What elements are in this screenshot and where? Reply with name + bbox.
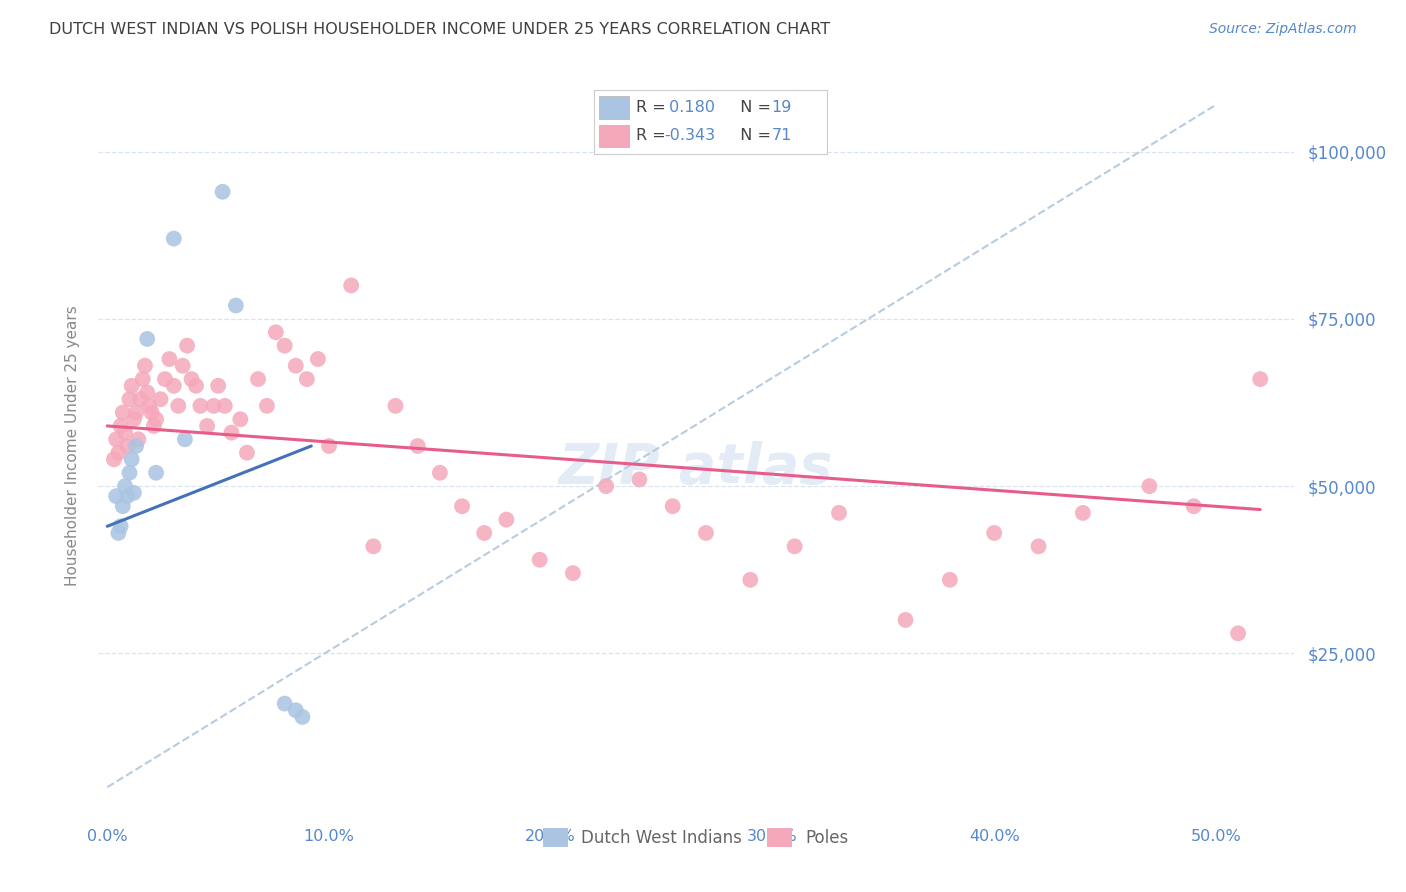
Point xyxy=(107,446,129,460)
Point xyxy=(138,399,160,413)
Point xyxy=(406,439,429,453)
Point xyxy=(384,399,406,413)
Point xyxy=(307,351,329,366)
Point xyxy=(211,185,233,199)
Point xyxy=(451,500,474,514)
Point xyxy=(174,433,197,447)
Text: ZIP atlas: ZIP atlas xyxy=(558,442,834,495)
Point xyxy=(176,338,198,352)
Point xyxy=(894,613,917,627)
Point xyxy=(939,573,962,587)
Point xyxy=(110,519,132,533)
Point xyxy=(172,359,194,373)
Point xyxy=(103,452,125,467)
Point xyxy=(111,405,134,420)
Point xyxy=(1071,506,1094,520)
Point xyxy=(207,378,229,392)
Point xyxy=(125,439,148,453)
Point xyxy=(291,710,314,724)
Y-axis label: Householder Income Under 25 years: Householder Income Under 25 years xyxy=(65,306,80,586)
Point xyxy=(529,552,551,567)
Point xyxy=(1028,539,1050,553)
Point xyxy=(111,500,134,514)
Point xyxy=(202,399,225,413)
Point xyxy=(195,419,218,434)
Point xyxy=(117,489,139,503)
Point xyxy=(190,399,212,413)
Point xyxy=(295,372,318,386)
Legend: Dutch West Indians, Poles: Dutch West Indians, Poles xyxy=(537,821,855,854)
Point xyxy=(273,697,295,711)
Point xyxy=(247,372,270,386)
Point xyxy=(163,378,186,392)
Point xyxy=(118,466,141,480)
Point xyxy=(153,372,176,386)
Point xyxy=(163,231,186,245)
Point xyxy=(107,526,129,541)
Point xyxy=(184,378,207,392)
Point xyxy=(141,405,163,420)
Point xyxy=(264,325,287,339)
Point xyxy=(122,412,145,426)
Point xyxy=(229,412,252,426)
Point xyxy=(136,385,159,400)
Point xyxy=(225,298,247,313)
Point xyxy=(983,526,1005,541)
Point xyxy=(157,351,180,366)
Point xyxy=(340,278,363,293)
Point xyxy=(472,526,495,541)
Point xyxy=(740,573,762,587)
Point xyxy=(117,439,139,453)
Point xyxy=(495,512,517,526)
Point xyxy=(180,372,202,386)
Point xyxy=(114,425,136,440)
Point xyxy=(783,539,806,553)
Point xyxy=(167,399,190,413)
Point xyxy=(129,392,152,407)
Point xyxy=(110,419,132,434)
Point xyxy=(273,338,295,352)
Point xyxy=(105,433,128,447)
Point xyxy=(121,378,143,392)
Point xyxy=(114,479,136,493)
Point xyxy=(125,405,148,420)
Point xyxy=(1137,479,1160,493)
Point xyxy=(1249,372,1271,386)
Point xyxy=(134,359,156,373)
Point xyxy=(363,539,385,553)
Point xyxy=(695,526,717,541)
Point xyxy=(256,399,278,413)
Point xyxy=(284,703,307,717)
Point xyxy=(118,392,141,407)
Point xyxy=(122,485,145,500)
Point xyxy=(221,425,243,440)
Point xyxy=(561,566,583,581)
Point xyxy=(145,466,167,480)
Text: Source: ZipAtlas.com: Source: ZipAtlas.com xyxy=(1209,22,1357,37)
Point xyxy=(142,419,165,434)
Point xyxy=(1227,626,1250,640)
Point xyxy=(595,479,617,493)
Point xyxy=(236,446,259,460)
Point xyxy=(136,332,159,346)
Point xyxy=(1182,500,1205,514)
Point xyxy=(132,372,155,386)
Point xyxy=(429,466,451,480)
Point xyxy=(284,359,307,373)
Point xyxy=(121,452,143,467)
Point xyxy=(828,506,851,520)
Text: DUTCH WEST INDIAN VS POLISH HOUSEHOLDER INCOME UNDER 25 YEARS CORRELATION CHART: DUTCH WEST INDIAN VS POLISH HOUSEHOLDER … xyxy=(49,22,831,37)
Point xyxy=(149,392,172,407)
Point xyxy=(318,439,340,453)
Point xyxy=(628,473,651,487)
Point xyxy=(661,500,683,514)
Point xyxy=(127,433,149,447)
Point xyxy=(105,489,128,503)
Point xyxy=(214,399,236,413)
Point xyxy=(145,412,167,426)
